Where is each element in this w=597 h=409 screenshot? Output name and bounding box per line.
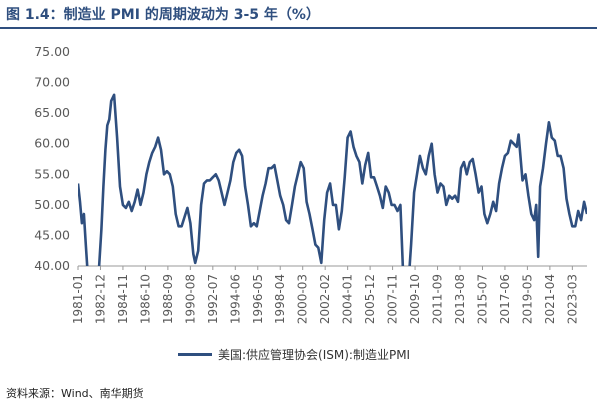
x-tick-label: 2015-07	[475, 274, 489, 324]
x-tick-label: 1986-10	[138, 274, 152, 324]
x-tick-label: 2013-08	[453, 274, 467, 324]
x-tick-label: 2004-01	[341, 274, 355, 324]
y-axis: 40.00 45.00 50.00 55.00 60.00 65.00 70.00 75.00	[34, 44, 70, 273]
x-tick-label: 1984-11	[116, 274, 130, 324]
x-tick-label: 1992-07	[206, 274, 220, 324]
x-tick-label: 1990-08	[183, 274, 197, 324]
x-tick-label: 2007-11	[386, 274, 400, 324]
x-tick-label: 2000-03	[296, 274, 310, 324]
x-tick-label: 2017-06	[498, 274, 512, 324]
x-axis: 1981-01 1982-12 1984-11 1986-10 1988-09 1990-…	[71, 265, 587, 324]
chart-title: 图 1.4：制造业 PMI 的周期波动为 3-5 年（%）	[6, 7, 320, 23]
x-tick-label: 2009-10	[408, 274, 422, 324]
plot-area	[78, 93, 587, 266]
legend-swatch	[178, 353, 212, 356]
series-line-0	[78, 93, 587, 266]
x-tick-label: 1998-04	[273, 274, 287, 324]
y-tick-label: 45.00	[34, 227, 70, 242]
title-underline	[0, 27, 597, 29]
x-tick-label: 2023-03	[565, 274, 579, 324]
x-tick-label: 2005-12	[363, 274, 377, 324]
source-note: 资料来源：Wind、南华期货	[6, 387, 144, 400]
y-tick-label: 70.00	[34, 75, 70, 90]
x-tick-label: 1988-09	[161, 274, 175, 324]
legend: 美国:供应管理协会(ISM):制造业PMI	[178, 346, 410, 363]
y-tick-label: 50.00	[34, 197, 70, 212]
x-tick-label: 1994-06	[228, 274, 242, 324]
y-tick-label: 60.00	[34, 136, 70, 151]
x-tick-label: 2021-04	[543, 274, 557, 324]
x-tick-label: 2011-09	[431, 274, 445, 324]
x-tick-label: 1996-05	[251, 274, 265, 324]
legend-label: 美国:供应管理协会(ISM):制造业PMI	[218, 348, 411, 362]
y-tick-label: 65.00	[34, 105, 70, 120]
x-tick-label: 2002-02	[318, 274, 332, 324]
y-tick-label: 55.00	[34, 166, 70, 181]
x-tick-label: 1982-12	[93, 274, 107, 324]
x-tick-label: 1981-01	[71, 274, 85, 324]
x-tick-label: 2019-05	[520, 274, 534, 324]
y-tick-label: 75.00	[34, 44, 70, 59]
y-tick-label: 40.00	[34, 258, 70, 273]
